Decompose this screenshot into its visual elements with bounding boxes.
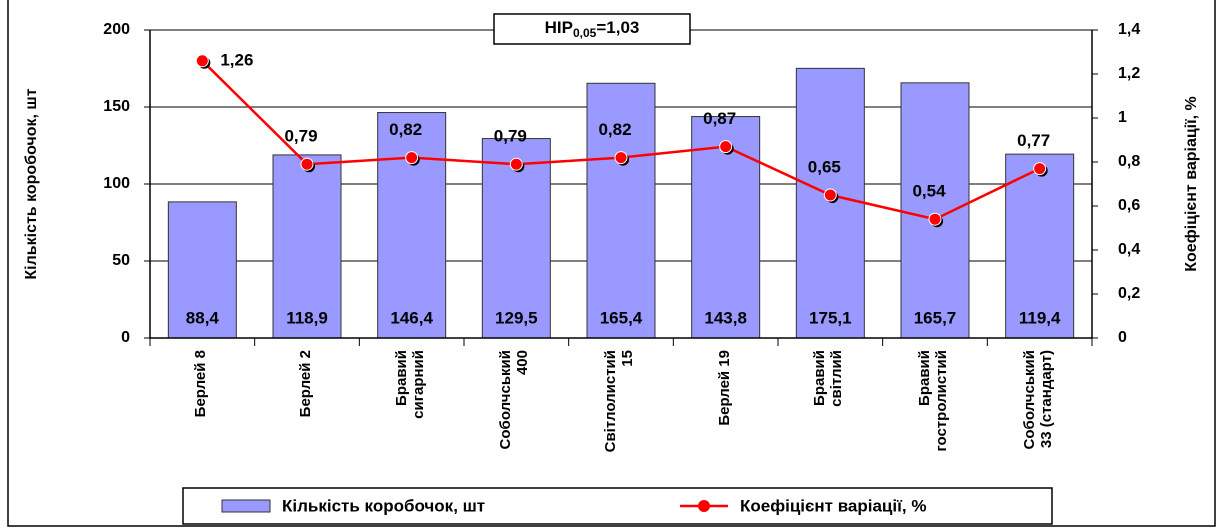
bar-value-label: 129,5 [495,308,538,327]
bar-value-label: 88,4 [186,308,220,327]
line-marker [509,157,523,171]
y2-tick-label: 0,2 [1118,285,1140,302]
y-tick-label: 0 [121,329,130,346]
line-value-label: 0,65 [808,157,841,176]
legend-marker [698,500,710,512]
bar [1005,153,1075,339]
annotation-text: НІР [545,18,573,37]
bar-value-label: 165,4 [600,308,643,327]
bar-value-label: 165,7 [914,308,957,327]
x-tick-label: Бравий сигарний [392,350,427,419]
legend-label: Коефіцієнт варіації, % [740,496,926,515]
line-marker [719,140,733,154]
line-marker [823,188,837,202]
y2-tick-label: 1,2 [1118,65,1140,82]
line-marker [300,157,314,171]
x-tick-label: Світлолистий 15 [602,350,636,453]
y2-tick-label: 1 [1118,109,1127,126]
x-tick-label: Соболчський 33 (стандарт) [1020,350,1055,450]
bar [167,201,237,339]
annotation: НІР0,05=1,03 [545,18,640,40]
y2-tick-label: 1,4 [1118,21,1140,38]
line-marker [928,212,942,226]
line-value-label: 0,79 [284,127,317,146]
line-marker [614,151,628,165]
line-value-label: 0,87 [703,109,736,128]
x-tick-label: Бравий світлий [811,350,846,407]
y-tick-label: 150 [103,98,130,115]
bar-value-label: 118,9 [286,308,328,327]
bar [272,154,342,339]
line-marker [1033,162,1047,176]
y-tick-label: 200 [103,21,130,38]
bar-value-label: 143,8 [704,308,747,327]
bar [481,138,551,339]
line-value-label: 0,82 [598,120,631,139]
legend-label: Кількість коробочок, шт [282,496,485,515]
line-value-label: 0,77 [1017,131,1050,150]
bar [377,112,447,339]
line-value-label: 0,82 [389,120,422,139]
chart-border [7,0,1216,527]
legend-swatch [221,499,271,513]
bar [795,67,865,339]
x-tick-label: Берлей 8 [191,350,209,418]
y-axis-title: Кількість коробочок, шт [23,88,40,279]
y-tick-label: 50 [112,252,130,269]
x-tick-label: Бравий гостролистий [916,350,950,452]
line-marker [195,54,209,68]
x-tick-label: Берлей 2 [296,350,314,418]
x-tick-label: Соболчський 400 [497,350,532,450]
legend-box [182,487,1053,525]
annotation-subscript: 0,05 [573,26,597,40]
line-marker [405,151,419,165]
line-value-label: 0,54 [912,182,946,201]
y2-tick-label: 0,6 [1118,197,1140,214]
y2-tick-label: 0,8 [1118,153,1140,170]
line-value-label: 1,26 [220,50,253,69]
y2-tick-label: 0,4 [1118,241,1140,258]
y2-axis-title: Коефіцієнт варіації, % [1183,96,1200,271]
bar-value-label: 119,4 [1019,308,1061,327]
bar [586,82,656,339]
line-value-label: 0,79 [494,127,527,146]
annotation-suffix: =1,03 [596,18,639,37]
bar-value-label: 146,4 [390,308,433,327]
y-tick-label: 100 [103,175,130,192]
annotation-box [493,13,691,45]
x-tick-label: Берлей 19 [715,350,733,426]
bar-value-label: 175,1 [809,308,852,327]
bar [900,82,970,339]
y2-tick-label: 0 [1118,329,1127,346]
